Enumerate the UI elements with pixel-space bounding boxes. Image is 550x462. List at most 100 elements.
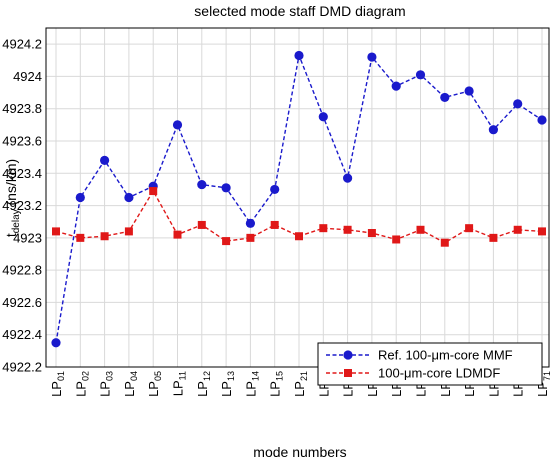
y-axis-label-unit: (ns/km) — [3, 159, 19, 210]
series-layer — [51, 50, 547, 348]
legend-box — [317, 342, 543, 386]
data-point-marker — [465, 224, 474, 233]
series-1 — [52, 187, 546, 247]
y-tick-label: 4922.2 — [2, 360, 42, 375]
x-tick-label-subscript: 05 — [153, 371, 163, 381]
x-tick-label-subscript: 13 — [226, 371, 236, 381]
data-point-marker — [367, 52, 377, 62]
x-tick-label: LP05 — [146, 371, 163, 397]
y-tick-label: 4923 — [13, 230, 42, 245]
y-axis-label-main: t — [3, 233, 19, 237]
data-point-marker — [221, 183, 231, 193]
x-tick-label-subscript: 14 — [250, 371, 260, 381]
y-tick-label: 4924 — [13, 69, 42, 84]
data-point-marker — [318, 112, 328, 122]
data-point-marker — [488, 125, 498, 135]
plot-area-frame — [45, 27, 550, 368]
x-tick-label: LP13 — [219, 371, 236, 397]
y-tick-label: 4923.4 — [2, 166, 42, 181]
data-point-marker — [52, 227, 60, 236]
data-point-marker — [197, 179, 207, 190]
x-tick-label-base: LP — [146, 381, 161, 397]
x-tick-label: LP11 — [171, 371, 188, 396]
data-point-marker — [343, 173, 353, 183]
x-tick-label: LP04 — [122, 371, 139, 397]
y-axis-label-subscript: delay — [11, 209, 22, 233]
data-point-marker — [367, 229, 376, 238]
data-point-marker — [319, 224, 328, 233]
x-tick-label: LP12 — [195, 371, 212, 397]
x-tick-label: LP21 — [292, 371, 309, 397]
data-point-marker — [537, 115, 547, 125]
data-point-marker — [222, 237, 231, 246]
data-point-marker — [149, 187, 158, 196]
x-tick-label-subscript: 12 — [202, 371, 212, 381]
data-point-marker — [246, 233, 255, 242]
y-axis-label: tdelay (ns/km) — [3, 159, 22, 237]
data-point-marker — [538, 227, 546, 236]
legend-marker — [344, 369, 352, 377]
x-tick-label-base: LP — [243, 381, 258, 397]
y-tick-label: 4922.6 — [2, 295, 42, 310]
legend-entries: Ref. 100-μm-core MMF 100-μm-core LDMDF — [326, 348, 513, 381]
x-tick-label-base: LP — [195, 381, 210, 397]
data-point-marker — [392, 235, 401, 244]
chart-title: selected mode staff DMD diagram — [194, 3, 405, 19]
x-tick-label-subscript: 04 — [129, 371, 139, 381]
y-tick-label: 4923.2 — [2, 198, 42, 213]
data-point-marker — [197, 220, 206, 229]
x-tick-label-subscript: 71 — [542, 371, 550, 381]
data-point-marker — [415, 70, 426, 80]
legend: Ref. 100-μm-core MMF 100-μm-core LDMDF — [317, 342, 543, 386]
data-point-marker — [464, 86, 474, 96]
y-tick-label: 4922.8 — [2, 263, 42, 278]
data-point-marker — [270, 184, 280, 195]
data-point-marker — [100, 155, 110, 165]
x-tick-label-subscript: 01 — [56, 371, 66, 381]
data-point-marker — [75, 192, 85, 203]
data-point-marker — [124, 227, 133, 236]
x-tick-label-base: LP — [292, 381, 307, 397]
data-point-marker — [343, 225, 352, 234]
x-tick-label: LP02 — [73, 371, 90, 397]
x-tick-label: LP15 — [268, 371, 285, 397]
x-tick-label-subscript: 11 — [178, 371, 188, 380]
data-point-marker — [489, 233, 498, 242]
data-point-marker — [513, 99, 523, 109]
x-tick-label-base: LP — [98, 381, 113, 397]
data-point-marker — [513, 225, 522, 234]
x-tick-label-base: LP — [73, 381, 88, 397]
x-tick-label-subscript: 02 — [80, 371, 90, 381]
data-point-marker — [391, 81, 401, 91]
x-tick-label-subscript: 15 — [275, 371, 285, 381]
data-point-marker — [76, 233, 85, 242]
y-tick-label: 4923.6 — [2, 134, 42, 149]
x-tick-label: LP03 — [98, 371, 115, 397]
legend-label: Ref. 100-μm-core MMF — [378, 348, 513, 363]
data-point-marker — [295, 232, 303, 241]
data-point-marker — [173, 230, 182, 239]
data-point-marker — [416, 225, 425, 234]
legend-label: 100-μm-core LDMDF — [378, 366, 500, 381]
x-tick-label: LP01 — [49, 371, 66, 397]
x-tick-label-base: LP — [219, 381, 234, 397]
x-axis-label: mode numbers — [253, 444, 346, 460]
grid-layer — [46, 28, 549, 368]
x-tick-label-subscript: 03 — [105, 371, 115, 381]
x-tick-label-base: LP — [171, 380, 186, 396]
data-point-marker — [294, 50, 304, 61]
data-point-marker — [440, 92, 450, 103]
x-tick-label: LP14 — [243, 371, 260, 397]
data-point-marker — [100, 232, 109, 241]
x-tick-label-base: LP — [268, 381, 283, 397]
y-tick-labels: 4922.2 4922.4 4922.6 4922.8 4923 4923.2 4923.4… — [2, 37, 42, 375]
data-point-marker — [245, 218, 255, 228]
x-tick-label-base: LP — [49, 381, 64, 397]
x-tick-label-subscript: 21 — [299, 371, 309, 381]
data-point-marker — [270, 220, 279, 229]
y-tick-label: 4922.4 — [2, 327, 42, 342]
data-point-marker — [51, 338, 61, 348]
legend-marker — [343, 350, 353, 360]
